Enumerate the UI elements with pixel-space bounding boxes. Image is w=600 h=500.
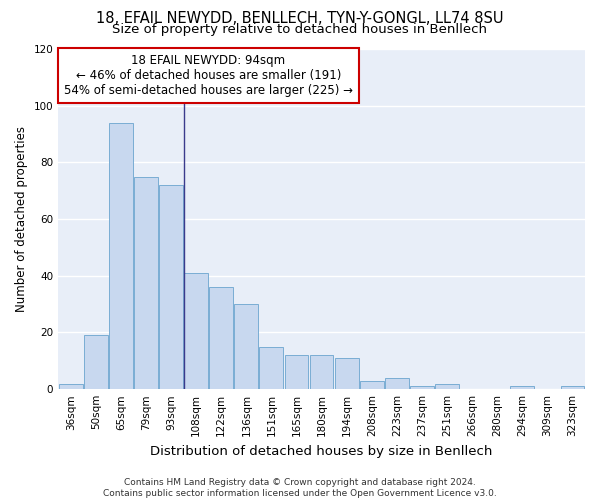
Text: Contains HM Land Registry data © Crown copyright and database right 2024.
Contai: Contains HM Land Registry data © Crown c…: [103, 478, 497, 498]
Text: Size of property relative to detached houses in Benllech: Size of property relative to detached ho…: [113, 23, 487, 36]
Bar: [209, 287, 233, 389]
Bar: [235, 304, 258, 389]
Bar: [335, 358, 359, 389]
Text: 18, EFAIL NEWYDD, BENLLECH, TYN-Y-GONGL, LL74 8SU: 18, EFAIL NEWYDD, BENLLECH, TYN-Y-GONGL,…: [96, 11, 504, 26]
Bar: [109, 122, 133, 389]
Bar: [84, 336, 108, 389]
Bar: [59, 384, 83, 389]
Bar: [134, 176, 158, 389]
Bar: [284, 355, 308, 389]
Bar: [310, 355, 334, 389]
Bar: [511, 386, 534, 389]
Bar: [159, 185, 183, 389]
Bar: [385, 378, 409, 389]
Bar: [360, 380, 383, 389]
Bar: [435, 384, 459, 389]
Bar: [259, 346, 283, 389]
Bar: [560, 386, 584, 389]
Text: 18 EFAIL NEWYDD: 94sqm
← 46% of detached houses are smaller (191)
54% of semi-de: 18 EFAIL NEWYDD: 94sqm ← 46% of detached…: [64, 54, 353, 97]
Bar: [184, 273, 208, 389]
Y-axis label: Number of detached properties: Number of detached properties: [15, 126, 28, 312]
Bar: [410, 386, 434, 389]
X-axis label: Distribution of detached houses by size in Benllech: Distribution of detached houses by size …: [151, 444, 493, 458]
